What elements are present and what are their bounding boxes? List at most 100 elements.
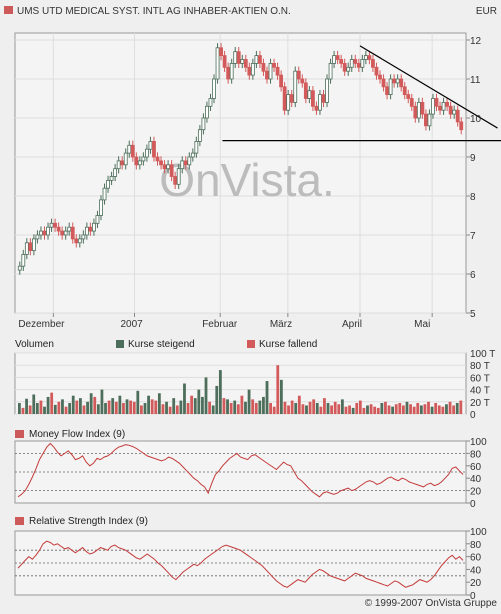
candle-body	[215, 47, 220, 80]
price-candles	[17, 43, 464, 275]
volume-bar	[247, 389, 251, 414]
candle-body	[166, 164, 170, 170]
volume-bar	[208, 401, 211, 414]
volume-bar	[18, 403, 21, 414]
volume-bar	[190, 395, 194, 414]
candle-body	[427, 113, 432, 127]
mfi-tick-label: 0	[470, 499, 476, 510]
volume-bar	[358, 400, 362, 414]
candle-body	[180, 160, 185, 170]
candle-body	[311, 90, 315, 107]
volume-bar	[147, 395, 150, 414]
volume-bar	[43, 406, 46, 414]
volume-bar	[125, 399, 129, 414]
volume-bar	[204, 377, 208, 414]
volume-tick-label: 20 T	[470, 398, 490, 409]
volume-bar	[419, 405, 423, 414]
candle-body	[205, 105, 209, 119]
candle-body	[258, 55, 262, 64]
candle-body	[420, 102, 425, 115]
candle-body	[208, 98, 213, 107]
candle-body	[332, 55, 336, 64]
candle-body	[441, 102, 446, 111]
volume-tick-label: 60 T	[470, 373, 490, 384]
candle-body	[388, 78, 393, 96]
candle-body	[49, 222, 54, 228]
candle-body	[385, 86, 389, 96]
volume-bar	[262, 396, 265, 414]
candle-body	[123, 152, 128, 166]
candle-body	[424, 113, 428, 127]
candle-body	[201, 117, 206, 131]
volume-bar	[118, 395, 122, 414]
volume-bar	[28, 405, 32, 414]
rsi-title: Relative Strength Index (9)	[29, 516, 148, 527]
volume-bar	[455, 403, 459, 414]
volume-bar	[355, 403, 359, 414]
volume-bar	[437, 405, 441, 414]
candle-body	[56, 226, 61, 232]
volume-bar	[107, 400, 111, 414]
price-tick-label: 7	[470, 231, 476, 242]
candle-body	[229, 63, 234, 80]
candle-body	[452, 109, 457, 115]
volume-bar	[340, 399, 344, 414]
candle-body	[113, 168, 118, 177]
candle-body	[81, 234, 86, 240]
volume-bar	[79, 398, 82, 414]
volume-bar	[179, 400, 183, 414]
volume-bar	[409, 404, 412, 414]
volume-bar	[201, 396, 204, 414]
candle-body	[120, 160, 125, 166]
candle-body	[378, 74, 382, 80]
candle-body	[356, 63, 361, 68]
trendlines	[222, 45, 501, 142]
volume-bar	[61, 399, 64, 414]
candle-body	[300, 78, 305, 84]
volume-bar	[323, 398, 326, 414]
candle-body	[70, 226, 75, 240]
volume-y-axis: 100 T80 T60 T 40 T20 T0	[470, 349, 495, 421]
candle-body	[247, 66, 252, 76]
mfi-grid	[15, 440, 470, 504]
volume-bar	[276, 365, 280, 414]
price-tick-label: 8	[470, 192, 476, 203]
volume-bar	[46, 396, 50, 414]
candle-body	[381, 78, 386, 88]
price-tick-label: 10	[470, 114, 482, 125]
candle-body	[197, 129, 202, 142]
price-tick-label: 5	[470, 309, 476, 320]
candle-body	[173, 176, 178, 185]
candle-body	[318, 94, 322, 111]
candle-body	[17, 265, 22, 271]
candle-body	[74, 238, 79, 244]
candle-body	[445, 102, 450, 107]
candle-body	[162, 164, 167, 170]
candle-body	[53, 222, 57, 228]
volume-bar	[68, 403, 72, 414]
volume-bar	[251, 399, 255, 414]
title-marker	[4, 6, 13, 14]
candle-body	[286, 94, 291, 111]
candle-body	[261, 63, 266, 72]
candle-body	[109, 176, 114, 181]
volume-bar	[57, 401, 61, 414]
volume-bar	[401, 405, 405, 414]
volume-bar	[430, 406, 434, 414]
price-y-axis: 5 6 7 8 9 10 11 12	[470, 36, 482, 320]
currency-label: EUR	[476, 6, 497, 17]
candle-body	[431, 98, 435, 115]
volume-bar	[434, 403, 438, 414]
price-grid	[15, 33, 470, 314]
volume-tick-label: 0	[470, 410, 476, 421]
volume-bar	[168, 406, 172, 414]
candle-body	[459, 121, 464, 131]
rsi-tick-label: 0	[470, 591, 476, 602]
candle-body	[236, 51, 241, 64]
volume-bar	[35, 403, 39, 414]
candle-body	[99, 199, 103, 216]
volume-bar	[294, 403, 298, 414]
candle-body	[363, 55, 368, 60]
